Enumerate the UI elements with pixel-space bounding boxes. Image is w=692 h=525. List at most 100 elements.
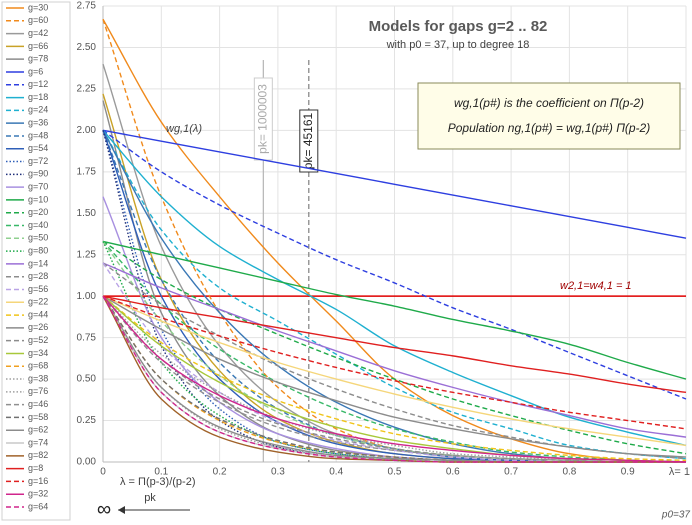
- chart-title: Models for gaps g=2 .. 82: [369, 18, 548, 35]
- legend-label: g=8: [28, 463, 43, 473]
- legend-label: g=56: [28, 284, 48, 294]
- legend-label: g=80: [28, 245, 48, 255]
- legend-label: g=34: [28, 348, 48, 358]
- legend-label: g=32: [28, 489, 48, 499]
- series-line: [102, 240, 687, 380]
- infinity-label: ∞: [97, 498, 111, 520]
- marker-label: pk= 45161: [301, 112, 315, 169]
- chart-subtitle: with p0 = 37, up to degree 18: [386, 39, 530, 51]
- curve-label: wg,1(λ): [166, 123, 202, 135]
- x-tick-label: 0.5: [388, 467, 402, 478]
- y-tick-label: 2.50: [77, 42, 97, 53]
- series-line: [102, 240, 687, 463]
- series-line: [102, 130, 686, 463]
- legend-label: g=24: [28, 105, 48, 115]
- legend-label: g=78: [28, 54, 48, 64]
- legend-label: g=36: [28, 118, 48, 128]
- series-line: [102, 240, 687, 455]
- y-tick-label: 0.25: [77, 415, 97, 426]
- legend-label: g=82: [28, 450, 48, 460]
- legend-label: g=76: [28, 386, 48, 396]
- marker-label-group: pk= 1000003: [253, 77, 273, 161]
- marker-label: pk= 1000003: [255, 84, 269, 154]
- legend-label: g=6: [28, 66, 43, 76]
- legend-label: g=14: [28, 258, 48, 268]
- legend-label: g=54: [28, 143, 48, 153]
- legend-label: g=50: [28, 233, 48, 243]
- x-tick-label: 0.1: [154, 467, 168, 478]
- legend-label: g=44: [28, 309, 48, 319]
- series-line: [102, 295, 686, 463]
- series-line: [102, 295, 686, 463]
- x-tick-label: λ= 1: [669, 466, 690, 478]
- x-tick-label: 0.4: [329, 467, 343, 478]
- series-line: [102, 295, 687, 447]
- x-tick-label: 0.3: [271, 467, 285, 478]
- legend-label: g=28: [28, 271, 48, 281]
- marker-label-box: [299, 109, 319, 173]
- y-tick-label: 1.00: [77, 291, 97, 302]
- x-tick-label: 0.8: [562, 467, 576, 478]
- reference-label: w2,1=w4,1 = 1: [560, 280, 632, 292]
- legend-label: g=10: [28, 194, 48, 204]
- series-line: [102, 129, 687, 447]
- legend-label: g=68: [28, 361, 48, 371]
- y-tick-label: 1.25: [77, 249, 97, 260]
- arrow-head: [118, 506, 125, 514]
- series-line: [102, 129, 687, 400]
- legend-label: g=90: [28, 169, 48, 179]
- legend-box: [1, 1, 71, 521]
- legend-label: g=46: [28, 399, 48, 409]
- y-tick-label: 0.75: [77, 332, 97, 343]
- info-box: [417, 82, 681, 150]
- legend-label: g=52: [28, 335, 48, 345]
- legend-label: g=72: [28, 156, 48, 166]
- x-tick-label: 0.7: [504, 467, 518, 478]
- pk-label: pk: [144, 492, 156, 504]
- y-tick-label: 0.50: [77, 374, 97, 385]
- x-tick-label: 0.9: [621, 467, 635, 478]
- series-line: [102, 295, 687, 394]
- legend-label: g=16: [28, 476, 48, 486]
- series-line: [102, 295, 687, 463]
- legend-label: g=20: [28, 207, 48, 217]
- legend-label: g=12: [28, 79, 48, 89]
- series-line: [102, 130, 686, 463]
- legend-label: g=38: [28, 373, 48, 383]
- y-tick-label: 2.75: [77, 1, 97, 12]
- legend-label: g=18: [28, 92, 48, 102]
- legend-label: g=30: [28, 2, 48, 12]
- legend-label: g=70: [28, 182, 48, 192]
- legend-label: g=64: [28, 501, 48, 511]
- x-end-sub: p0=37: [661, 510, 691, 521]
- series-line: [102, 18, 687, 463]
- series-line: [102, 295, 686, 463]
- series-line: [102, 295, 687, 462]
- marker-label-group: pk= 45161: [299, 109, 319, 173]
- legend-label: g=40: [28, 220, 48, 230]
- series-line: [102, 129, 687, 239]
- series-line: [102, 262, 687, 438]
- legend-label: g=26: [28, 322, 48, 332]
- y-tick-label: 2.25: [77, 84, 97, 95]
- legend-label: g=58: [28, 412, 48, 422]
- legend-label: g=62: [28, 425, 48, 435]
- legend-label: g=60: [28, 15, 48, 25]
- legend-label: g=74: [28, 437, 48, 447]
- y-tick-label: 1.50: [77, 208, 97, 219]
- y-tick-label: 0.00: [77, 457, 97, 468]
- series-line: [102, 295, 687, 430]
- lambda-label: λ = Π(p-3)/(p-2): [120, 476, 196, 488]
- x-tick-label: 0.2: [213, 467, 227, 478]
- plot-area: 0.000.250.500.751.001.251.501.752.002.25…: [77, 1, 690, 478]
- legend-label: g=42: [28, 28, 48, 38]
- legend-label: g=48: [28, 130, 48, 140]
- x-tick-label: 0.6: [446, 467, 460, 478]
- series-line: [102, 295, 687, 458]
- legend-label: g=22: [28, 297, 48, 307]
- legend-label: g=66: [28, 41, 48, 51]
- info-line: Population ng,1(p#) = wg,1(p#) Π(p-2): [448, 121, 650, 135]
- x-tick-label: 0: [100, 467, 106, 478]
- y-tick-label: 2.00: [77, 125, 97, 136]
